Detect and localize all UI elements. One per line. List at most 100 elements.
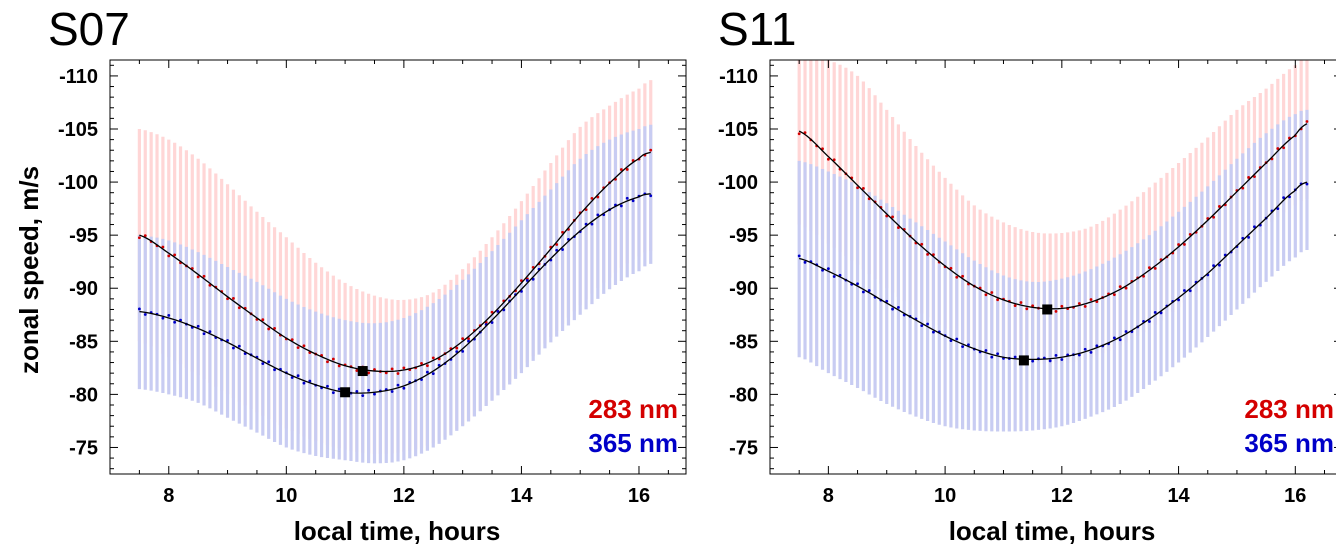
data-point — [1253, 225, 1256, 229]
data-point — [996, 352, 1000, 356]
x-tick-label: 8 — [823, 485, 834, 507]
data-point — [261, 318, 265, 322]
data-point — [308, 379, 312, 383]
data-point — [161, 316, 165, 320]
data-point — [396, 372, 400, 375]
data-point — [619, 168, 623, 171]
x-tick-label: 14 — [1167, 485, 1190, 507]
data-point — [455, 346, 459, 350]
data-point — [173, 253, 177, 257]
data-point — [590, 222, 594, 226]
fit-line-365nm — [139, 193, 651, 394]
panel-s07: S07 8 10 12 14 16 -110 -105 -100 -95 -90 -85 -80 -75… — [48, 3, 687, 546]
fit-line-365nm — [799, 181, 1308, 360]
data-point — [1183, 243, 1186, 246]
data-point — [649, 148, 653, 152]
data-point — [137, 307, 141, 311]
data-point — [897, 306, 900, 309]
panel-title-s11: S11 — [718, 3, 796, 55]
minimum-marker-365nm — [340, 387, 351, 398]
data-point — [367, 388, 371, 392]
data-point — [208, 330, 212, 333]
plot-content — [797, 60, 1309, 432]
y-tick-label: -85 — [729, 331, 758, 353]
data-point — [173, 320, 177, 324]
x-tick-label: 10 — [275, 485, 297, 507]
data-point — [226, 339, 229, 342]
data-point — [361, 394, 365, 398]
data-point — [1153, 311, 1157, 314]
data-point — [861, 290, 865, 294]
data-point — [425, 364, 429, 368]
data-point — [990, 355, 994, 359]
data-point — [196, 275, 200, 279]
x-tick-label: 16 — [628, 485, 650, 507]
minimum-marker-283nm — [357, 366, 368, 377]
y-tick-label: -105 — [58, 119, 98, 141]
data-point — [961, 345, 965, 349]
y-tick-label: -105 — [718, 119, 758, 141]
data-point — [955, 337, 959, 341]
data-point — [1305, 120, 1309, 123]
y-tick-label: -80 — [69, 384, 98, 406]
data-point — [625, 196, 629, 200]
data-point — [967, 343, 970, 347]
data-point — [1276, 147, 1280, 150]
data-point — [396, 383, 400, 387]
data-point — [461, 349, 465, 353]
data-point — [1083, 347, 1087, 351]
data-point — [267, 360, 271, 364]
data-point — [832, 158, 836, 162]
data-point — [296, 374, 300, 378]
y-tick-label: -100 — [58, 172, 98, 194]
data-point — [1177, 243, 1180, 246]
data-point — [1276, 207, 1280, 211]
y-axis: -110 -105 -100 -95 -90 -85 -80 -75 — [58, 64, 686, 470]
data-point — [302, 344, 306, 348]
data-point — [337, 387, 341, 391]
data-point — [143, 313, 147, 316]
data-point — [1048, 359, 1052, 363]
data-point — [649, 194, 653, 198]
data-point — [137, 236, 141, 240]
data-point — [1124, 286, 1128, 290]
data-point — [202, 274, 206, 278]
data-point — [555, 248, 559, 252]
data-point — [631, 199, 635, 203]
x-axis: 8 10 12 14 16 — [109, 60, 669, 507]
data-point — [1183, 289, 1186, 292]
data-point — [861, 187, 865, 190]
data-point — [290, 376, 294, 379]
data-point — [1282, 146, 1286, 150]
data-point — [996, 298, 1000, 302]
data-point — [832, 275, 836, 278]
data-point — [1077, 353, 1081, 357]
data-point — [920, 324, 924, 328]
data-point — [290, 338, 294, 342]
data-point — [202, 332, 206, 336]
legend-365nm-s07: 365 nm — [588, 428, 678, 458]
data-point — [326, 384, 329, 388]
data-point — [1247, 235, 1251, 239]
data-point — [337, 364, 341, 368]
data-point — [826, 157, 830, 161]
data-point — [1218, 263, 1221, 267]
data-point — [926, 252, 929, 256]
legend-283nm-s11: 283 nm — [1244, 394, 1334, 424]
x-tick-label: 12 — [393, 485, 415, 507]
data-point — [326, 360, 329, 364]
data-point — [355, 369, 359, 372]
x-tick-label: 16 — [1284, 485, 1306, 507]
data-point — [1089, 298, 1093, 301]
plot-area-s11: 8 10 12 14 16 -110 -105 -100 -95 -90 -85 -80 -75 — [718, 59, 1336, 507]
data-point — [1118, 338, 1122, 342]
data-point — [431, 372, 435, 376]
x-tick-label: 8 — [163, 485, 174, 507]
data-point — [955, 275, 959, 279]
data-point — [619, 204, 623, 208]
y-axis-title: zonal speed, m/s — [14, 166, 44, 374]
data-point — [1095, 344, 1099, 348]
data-point — [167, 254, 171, 258]
data-point — [932, 330, 935, 334]
